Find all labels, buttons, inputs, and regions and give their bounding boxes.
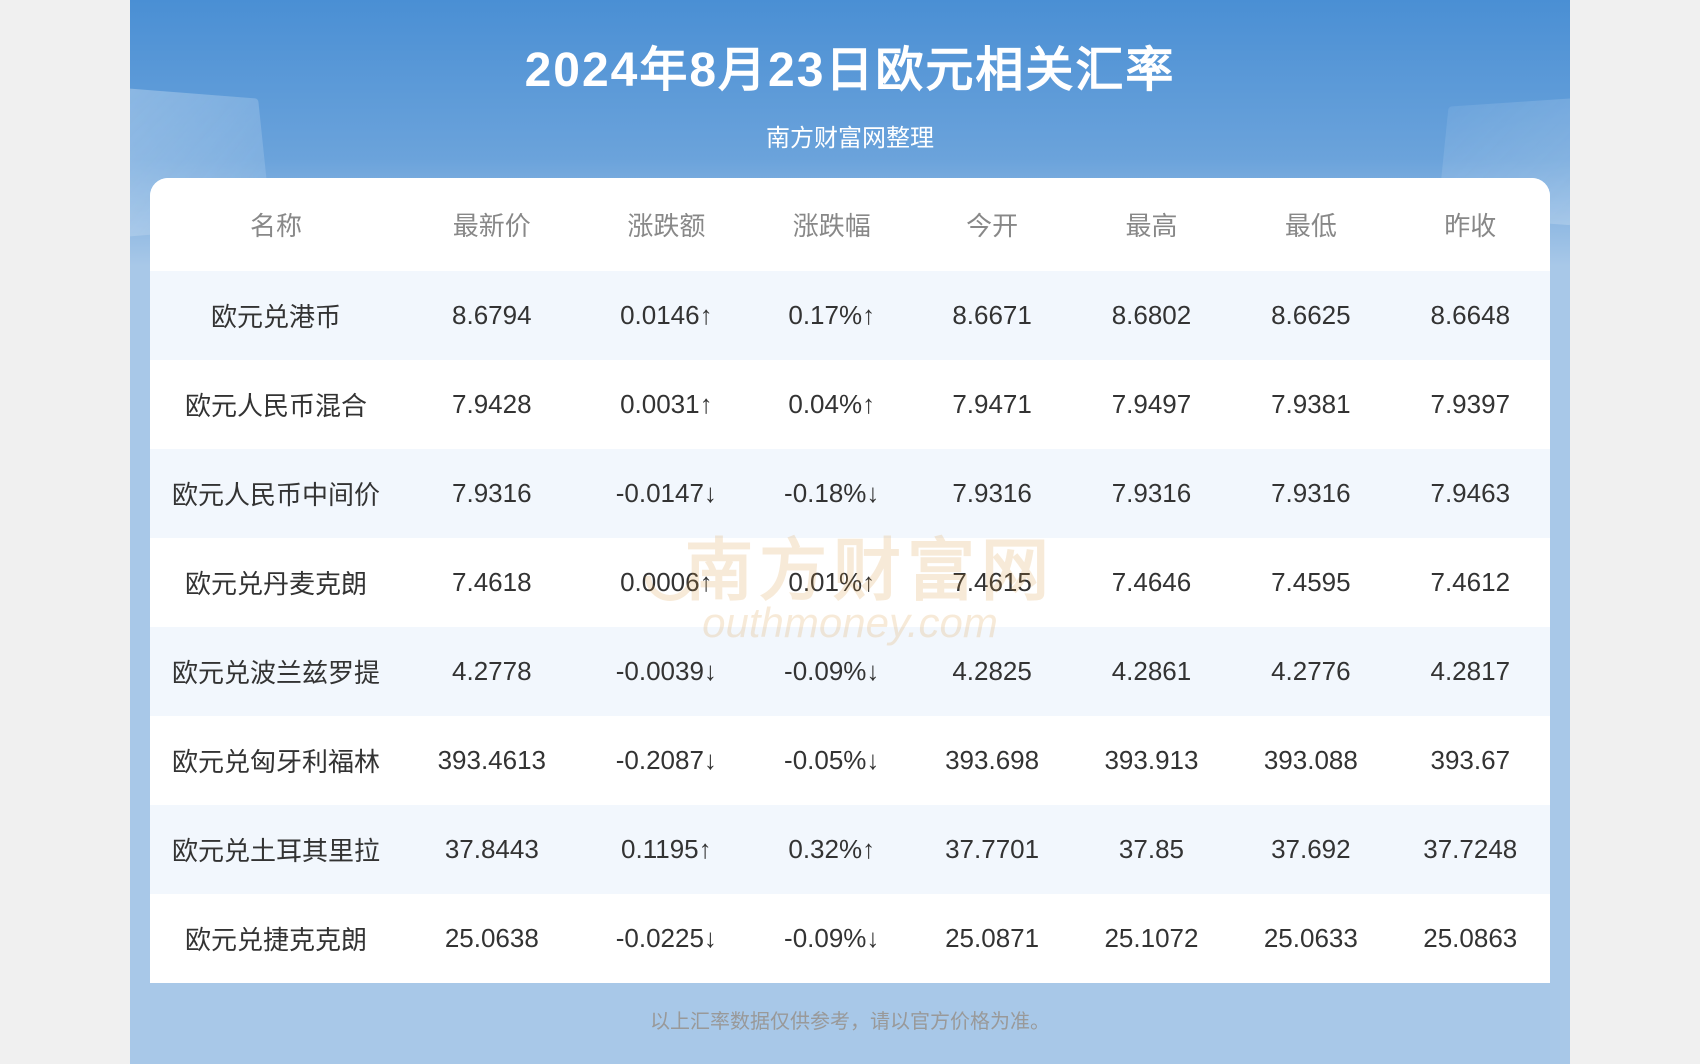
cell-name: 欧元人民币混合 (150, 360, 402, 449)
cell-prev: 4.2817 (1391, 627, 1550, 716)
cell-name: 欧元兑捷克克朗 (150, 894, 402, 983)
header: 2024年8月23日欧元相关汇率 南方财富网整理 (130, 0, 1570, 178)
col-pct: 涨跌幅 (751, 178, 912, 271)
col-high: 最高 (1072, 178, 1231, 271)
cell-name: 欧元兑丹麦克朗 (150, 538, 402, 627)
cell-change: -0.2087↓ (582, 716, 751, 805)
exchange-rate-table: 名称 最新价 涨跌额 涨跌幅 今开 最高 最低 昨收 欧元兑港币8.67940.… (150, 178, 1550, 983)
cell-high: 4.2861 (1072, 627, 1231, 716)
cell-latest: 25.0638 (402, 894, 582, 983)
table-row: 欧元人民币混合7.94280.0031↑0.04%↑7.94717.94977.… (150, 360, 1550, 449)
cell-open: 37.7701 (912, 805, 1071, 894)
table-row: 欧元兑匈牙利福林393.4613-0.2087↓-0.05%↓393.69839… (150, 716, 1550, 805)
cell-change: -0.0039↓ (582, 627, 751, 716)
cell-change: 0.0146↑ (582, 271, 751, 360)
col-latest: 最新价 (402, 178, 582, 271)
cell-open: 8.6671 (912, 271, 1071, 360)
cell-prev: 7.4612 (1391, 538, 1550, 627)
cell-open: 7.9471 (912, 360, 1071, 449)
cell-latest: 8.6794 (402, 271, 582, 360)
cell-latest: 7.9316 (402, 449, 582, 538)
cell-high: 7.9316 (1072, 449, 1231, 538)
cell-name: 欧元兑土耳其里拉 (150, 805, 402, 894)
table-row: 欧元人民币中间价7.9316-0.0147↓-0.18%↓7.93167.931… (150, 449, 1550, 538)
cell-low: 4.2776 (1231, 627, 1390, 716)
cell-low: 8.6625 (1231, 271, 1390, 360)
cell-prev: 7.9463 (1391, 449, 1550, 538)
cell-high: 37.85 (1072, 805, 1231, 894)
cell-low: 7.4595 (1231, 538, 1390, 627)
cell-open: 7.4615 (912, 538, 1071, 627)
cell-change: 0.0031↑ (582, 360, 751, 449)
col-open: 今开 (912, 178, 1071, 271)
table-row: 欧元兑捷克克朗25.0638-0.0225↓-0.09%↓25.087125.1… (150, 894, 1550, 983)
cell-prev: 25.0863 (1391, 894, 1550, 983)
cell-low: 25.0633 (1231, 894, 1390, 983)
cell-low: 393.088 (1231, 716, 1390, 805)
cell-pct: -0.18%↓ (751, 449, 912, 538)
cell-open: 393.698 (912, 716, 1071, 805)
cell-high: 393.913 (1072, 716, 1231, 805)
cell-high: 25.1072 (1072, 894, 1231, 983)
cell-low: 7.9316 (1231, 449, 1390, 538)
cell-change: -0.0225↓ (582, 894, 751, 983)
cell-pct: 0.32%↑ (751, 805, 912, 894)
cell-prev: 393.67 (1391, 716, 1550, 805)
cell-high: 8.6802 (1072, 271, 1231, 360)
footer-disclaimer: 以上汇率数据仅供参考，请以官方价格为准。 (130, 983, 1570, 1044)
table-row: 欧元兑波兰兹罗提4.2778-0.0039↓-0.09%↓4.28254.286… (150, 627, 1550, 716)
cell-pct: 0.04%↑ (751, 360, 912, 449)
cell-latest: 37.8443 (402, 805, 582, 894)
cell-high: 7.9497 (1072, 360, 1231, 449)
table-body: 欧元兑港币8.67940.0146↑0.17%↑8.66718.68028.66… (150, 271, 1550, 983)
table-row: 欧元兑土耳其里拉37.84430.1195↑0.32%↑37.770137.85… (150, 805, 1550, 894)
cell-latest: 4.2778 (402, 627, 582, 716)
col-low: 最低 (1231, 178, 1390, 271)
cell-name: 欧元人民币中间价 (150, 449, 402, 538)
page-title: 2024年8月23日欧元相关汇率 (130, 30, 1570, 100)
cell-high: 7.4646 (1072, 538, 1231, 627)
cell-open: 25.0871 (912, 894, 1071, 983)
cell-pct: -0.09%↓ (751, 627, 912, 716)
exchange-rate-card: 2024年8月23日欧元相关汇率 南方财富网整理 南方财富网 outhmoney… (130, 0, 1570, 1064)
table-header-row: 名称 最新价 涨跌额 涨跌幅 今开 最高 最低 昨收 (150, 178, 1550, 271)
col-prev: 昨收 (1391, 178, 1550, 271)
cell-low: 37.692 (1231, 805, 1390, 894)
cell-prev: 37.7248 (1391, 805, 1550, 894)
cell-change: -0.0147↓ (582, 449, 751, 538)
table-row: 欧元兑丹麦克朗7.46180.0006↑0.01%↑7.46157.46467.… (150, 538, 1550, 627)
cell-change: 0.0006↑ (582, 538, 751, 627)
cell-pct: 0.17%↑ (751, 271, 912, 360)
cell-change: 0.1195↑ (582, 805, 751, 894)
cell-low: 7.9381 (1231, 360, 1390, 449)
col-change: 涨跌额 (582, 178, 751, 271)
table-wrapper: 南方财富网 outhmoney.com 名称 最新价 涨跌额 涨跌幅 今开 最高… (150, 178, 1550, 983)
table-row: 欧元兑港币8.67940.0146↑0.17%↑8.66718.68028.66… (150, 271, 1550, 360)
cell-pct: 0.01%↑ (751, 538, 912, 627)
cell-name: 欧元兑匈牙利福林 (150, 716, 402, 805)
cell-prev: 7.9397 (1391, 360, 1550, 449)
cell-open: 7.9316 (912, 449, 1071, 538)
cell-prev: 8.6648 (1391, 271, 1550, 360)
cell-pct: -0.05%↓ (751, 716, 912, 805)
cell-latest: 7.4618 (402, 538, 582, 627)
cell-pct: -0.09%↓ (751, 894, 912, 983)
cell-name: 欧元兑波兰兹罗提 (150, 627, 402, 716)
page-subtitle: 南方财富网整理 (130, 118, 1570, 153)
cell-open: 4.2825 (912, 627, 1071, 716)
cell-latest: 393.4613 (402, 716, 582, 805)
col-name: 名称 (150, 178, 402, 271)
cell-name: 欧元兑港币 (150, 271, 402, 360)
cell-latest: 7.9428 (402, 360, 582, 449)
